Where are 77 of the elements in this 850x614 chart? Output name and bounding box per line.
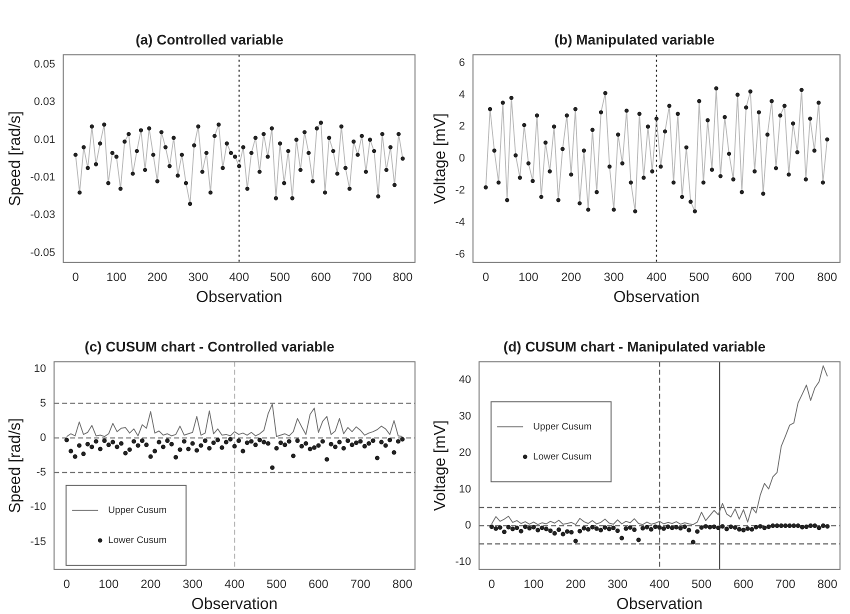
y-tick-label: 0.03: [34, 96, 56, 108]
x-tick-label: 300: [188, 270, 209, 284]
x-tick-label: 0: [488, 576, 496, 591]
x-tick-label: 300: [182, 576, 203, 591]
legend-label: Lower Cusum: [533, 451, 592, 462]
x-tick-label: 200: [140, 576, 161, 591]
x-tick-label: 0: [63, 576, 70, 591]
x-tick-label: 500: [689, 270, 710, 284]
x-tick-label: 400: [646, 270, 667, 284]
x-tick-label: 800: [392, 576, 413, 591]
y-tick-label: 0: [458, 152, 465, 165]
legend-label: Upper Cusum: [108, 505, 167, 516]
x-tick-label: 300: [604, 270, 624, 284]
legend-label: Upper Cusum: [533, 421, 592, 432]
y-tick-label: -10: [30, 501, 46, 514]
y-tick-label: 40: [458, 374, 472, 386]
x-tick-label: 700: [774, 270, 795, 284]
y-tick-label: -0.01: [30, 172, 56, 184]
chart-title: (b) Manipulated variable: [554, 31, 715, 48]
x-tick-label: 100: [518, 270, 539, 284]
chart-title: (d) CUSUM chart - Manipulated variable: [503, 338, 766, 354]
y-tick-label: 0.01: [34, 134, 56, 146]
y-axis-title: Speed [rad/s]: [7, 418, 24, 514]
y-tick-label: 30: [458, 410, 472, 422]
y-tick-label: 6: [458, 56, 465, 69]
y-tick-label: -2: [455, 184, 465, 197]
x-tick-label: 600: [308, 576, 329, 591]
x-tick-label: 200: [147, 270, 168, 284]
x-tick-label: 600: [733, 576, 754, 591]
y-tick-label: -6: [455, 248, 465, 260]
x-tick-label: 700: [352, 270, 372, 284]
legend-label: Lower Cusum: [108, 535, 167, 546]
y-tick-label: -10: [455, 556, 472, 568]
y-tick-label: -15: [30, 536, 46, 548]
x-tick-label: 0: [482, 270, 490, 284]
y-axis-title: Voltage [mV]: [432, 113, 450, 204]
y-tick-label: -0.05: [30, 246, 56, 259]
y-tick-label: 0.05: [34, 58, 56, 70]
x-axis-title: Observation: [196, 288, 282, 306]
x-tick-label: 200: [561, 270, 582, 284]
x-tick-label: 500: [266, 576, 287, 591]
y-axis-title: Voltage [mV]: [432, 420, 450, 511]
y-tick-label: 0: [40, 432, 46, 444]
x-tick-label: 800: [817, 576, 838, 591]
x-tick-label: 100: [98, 576, 119, 591]
x-tick-label: 600: [732, 270, 752, 284]
x-tick-label: 0: [72, 270, 80, 284]
x-tick-label: 700: [775, 576, 796, 591]
y-tick-label: 0: [464, 520, 472, 532]
y-tick-label: 2: [458, 120, 465, 133]
x-tick-label: 300: [608, 576, 628, 591]
x-tick-label: 800: [392, 270, 414, 284]
chart-title: (c) CUSUM chart - Controlled variable: [84, 338, 335, 354]
x-tick-label: 500: [270, 270, 290, 284]
y-tick-label: 10: [458, 483, 472, 496]
x-tick-label: 400: [650, 576, 670, 591]
x-tick-label: 400: [229, 270, 250, 284]
y-tick-label: 4: [458, 88, 465, 101]
y-tick-label: -4: [455, 216, 465, 229]
chart-title: (a) Controlled variable: [136, 31, 284, 48]
x-tick-label: 100: [524, 576, 544, 591]
y-tick-label: -0.03: [30, 209, 56, 222]
x-axis-title: Observation: [616, 596, 703, 613]
x-tick-label: 500: [692, 576, 712, 591]
x-tick-label: 800: [817, 270, 838, 284]
x-tick-label: 700: [350, 576, 371, 591]
y-tick-label: 5: [40, 397, 46, 410]
x-axis-title: Observation: [613, 288, 700, 306]
x-tick-label: 400: [224, 576, 245, 591]
x-axis-title: Observation: [191, 596, 278, 613]
x-tick-label: 600: [310, 270, 332, 284]
y-tick-label: 20: [458, 446, 472, 459]
y-tick-label: -5: [36, 466, 46, 479]
x-tick-label: 100: [106, 270, 127, 284]
x-tick-label: 200: [566, 576, 586, 591]
y-axis-title: Speed [rad/s]: [7, 111, 24, 206]
y-tick-label: 10: [34, 362, 46, 375]
